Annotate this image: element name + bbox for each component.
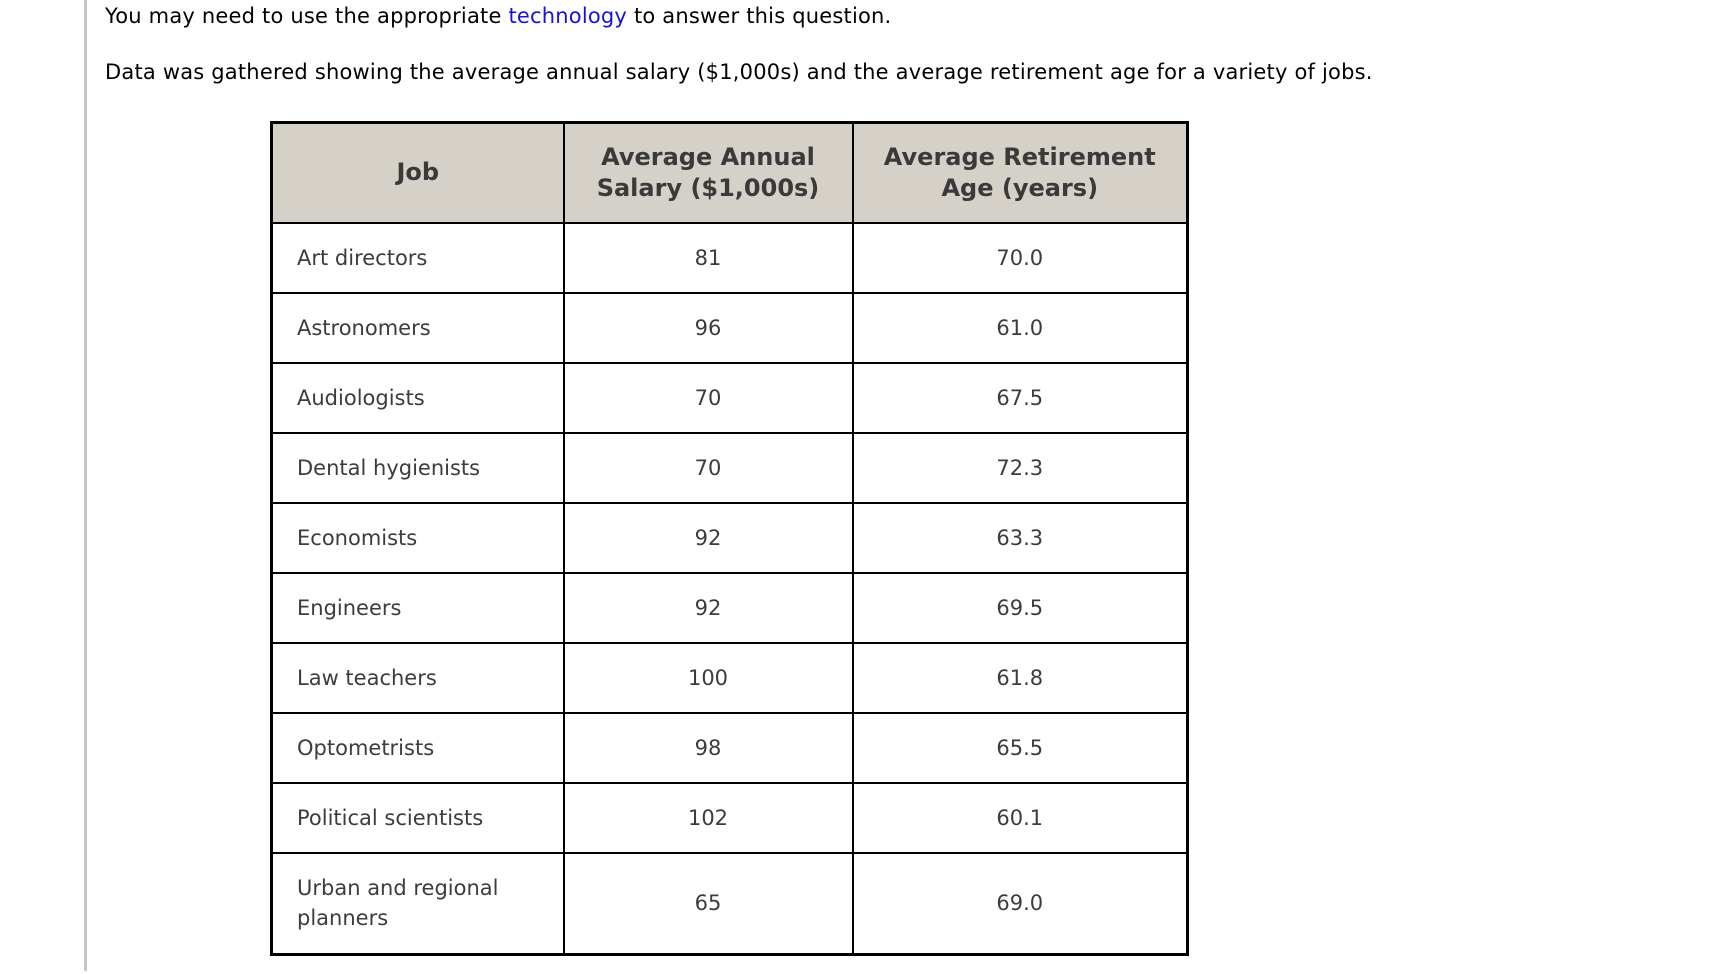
- description-text: Data was gathered showing the average an…: [105, 60, 1373, 84]
- table-row: Economists 92 63.3: [270, 501, 1189, 574]
- job-cell: Engineers: [270, 571, 565, 644]
- salary-retirement-table: Job Average Annual Salary ($1,000s) Aver…: [270, 121, 1189, 956]
- column-header-job-line1: Job: [396, 158, 440, 187]
- salary-cell: 100: [562, 641, 854, 714]
- age-cell: 61.8: [851, 641, 1189, 714]
- table-row: Astronomers 96 61.0: [270, 291, 1189, 364]
- job-cell: Economists: [270, 501, 565, 574]
- technology-link[interactable]: technology: [508, 4, 628, 28]
- table-header-row: Job Average Annual Salary ($1,000s) Aver…: [270, 121, 1189, 224]
- job-cell: Audiologists: [270, 361, 565, 434]
- salary-cell: 65: [562, 851, 854, 956]
- column-header-age-line1: Average Retirement: [883, 142, 1156, 171]
- column-header-age-line2: Age (years): [941, 173, 1099, 202]
- table-row: Art directors 81 70.0: [270, 221, 1189, 294]
- job-cell: Political scientists: [270, 781, 565, 854]
- table-row: Law teachers 100 61.8: [270, 641, 1189, 714]
- job-cell: Urban and regional planners: [270, 851, 565, 956]
- age-cell: 70.0: [851, 221, 1189, 294]
- instruction-text: You may need to use the appropriate tech…: [105, 4, 891, 28]
- column-header-salary: Average Annual Salary ($1,000s): [562, 121, 854, 224]
- instruction-text-after-link: to answer this question.: [627, 4, 892, 28]
- salary-cell: 98: [562, 711, 854, 784]
- job-cell: Dental hygienists: [270, 431, 565, 504]
- age-cell: 67.5: [851, 361, 1189, 434]
- age-cell: 63.3: [851, 501, 1189, 574]
- salary-cell: 81: [562, 221, 854, 294]
- age-cell: 61.0: [851, 291, 1189, 364]
- column-header-job: Job: [270, 121, 565, 224]
- age-cell: 69.5: [851, 571, 1189, 644]
- column-header-salary-line1: Average Annual: [601, 142, 815, 171]
- table-row: Audiologists 70 67.5: [270, 361, 1189, 434]
- salary-cell: 102: [562, 781, 854, 854]
- age-cell: 72.3: [851, 431, 1189, 504]
- table-row: Optometrists 98 65.5: [270, 711, 1189, 784]
- salary-cell: 96: [562, 291, 854, 364]
- content-left-border: [84, 0, 87, 971]
- table-row: Dental hygienists 70 72.3: [270, 431, 1189, 504]
- salary-cell: 92: [562, 501, 854, 574]
- column-header-salary-line2: Salary ($1,000s): [596, 173, 820, 202]
- job-cell: Optometrists: [270, 711, 565, 784]
- salary-cell: 70: [562, 361, 854, 434]
- salary-cell: 70: [562, 431, 854, 504]
- table-row: Urban and regional planners 65 69.0: [270, 851, 1189, 956]
- job-cell: Astronomers: [270, 291, 565, 364]
- job-cell: Law teachers: [270, 641, 565, 714]
- job-cell: Art directors: [270, 221, 565, 294]
- table-row: Political scientists 102 60.1: [270, 781, 1189, 854]
- age-cell: 60.1: [851, 781, 1189, 854]
- salary-cell: 92: [562, 571, 854, 644]
- age-cell: 69.0: [851, 851, 1189, 956]
- table-row: Engineers 92 69.5: [270, 571, 1189, 644]
- column-header-age: Average Retirement Age (years): [851, 121, 1189, 224]
- instruction-text-before-link: You may need to use the appropriate: [105, 4, 509, 28]
- age-cell: 65.5: [851, 711, 1189, 784]
